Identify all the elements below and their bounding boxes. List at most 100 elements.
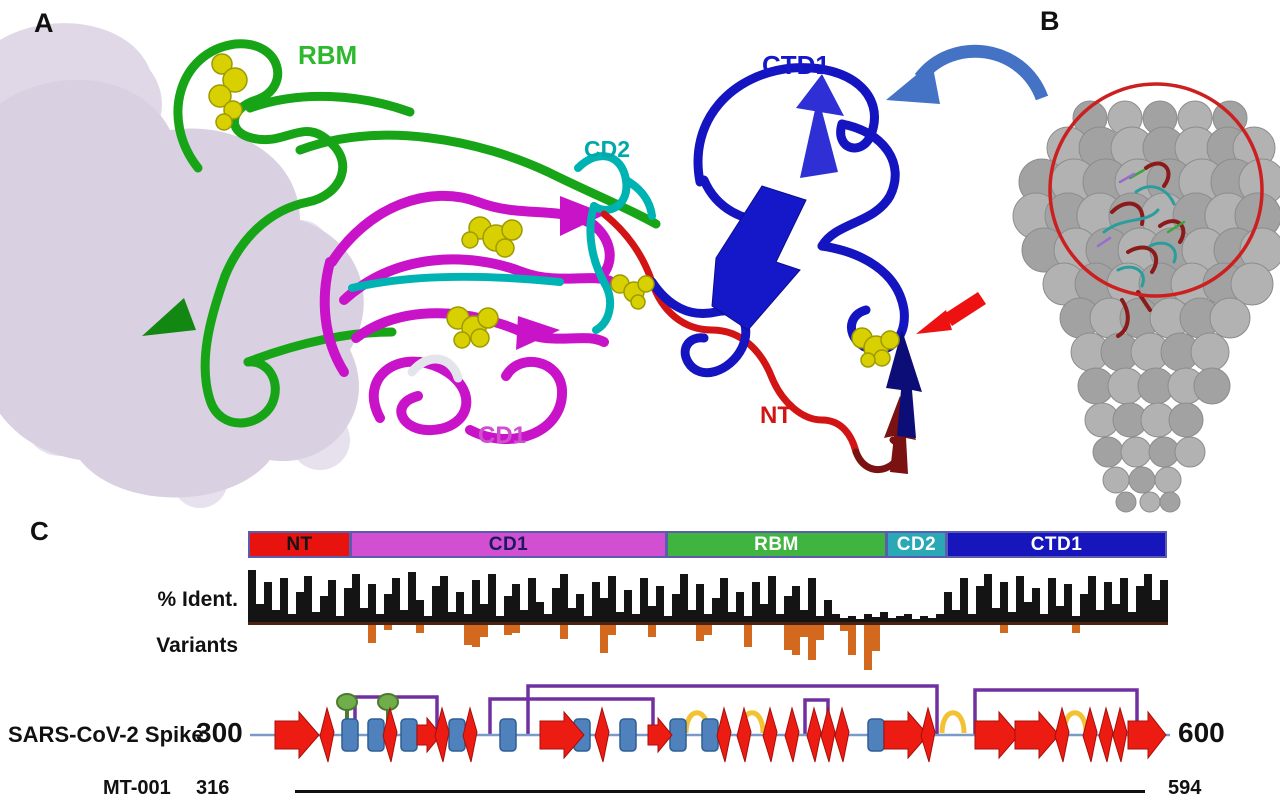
nt-label: NT xyxy=(760,402,792,429)
identity-bar xyxy=(784,596,792,622)
identity-bar xyxy=(1032,588,1040,622)
beta-strand-arrow xyxy=(416,716,442,754)
variant-bar xyxy=(504,625,512,635)
trimer-surface-sphere xyxy=(1139,491,1161,513)
domain-segment-cd2: CD2 xyxy=(886,531,946,558)
identity-bar xyxy=(584,616,592,622)
identity-bar xyxy=(592,582,600,622)
beta-strand-slim xyxy=(594,706,610,763)
identity-bar xyxy=(760,604,768,622)
identity-bar xyxy=(848,616,856,622)
identity-bar xyxy=(616,612,624,622)
helix xyxy=(400,718,418,752)
identity-bar xyxy=(1016,576,1024,622)
beta-strand-arrow xyxy=(274,710,320,760)
identity-bar xyxy=(456,592,464,622)
trimer-surface-sphere xyxy=(1174,436,1206,468)
identity-bar xyxy=(800,610,808,622)
beta-strand-slim xyxy=(834,706,850,763)
beta-strand-slim xyxy=(1112,706,1128,763)
identity-bar xyxy=(536,602,544,622)
beta-strand-slim xyxy=(1082,706,1098,763)
identity-bar xyxy=(1088,576,1096,622)
identity-bar xyxy=(928,618,936,622)
spike-row-label: SARS-CoV-2 Spike xyxy=(8,722,204,747)
ctd1-label: CTD1 xyxy=(762,50,830,80)
identity-bar xyxy=(1072,616,1080,622)
variant-bar xyxy=(840,625,848,631)
identity-bar xyxy=(528,578,536,622)
trimer-surface-sphere xyxy=(1120,436,1152,468)
identity-bar xyxy=(864,614,872,622)
identity-bar xyxy=(960,578,968,622)
nt-ribbon xyxy=(600,210,860,456)
ctd1-strand xyxy=(800,96,838,178)
beta-strand-arrow xyxy=(974,710,1020,760)
beta-strand-slim xyxy=(716,706,732,763)
identity-bar xyxy=(256,604,264,622)
identity-bar xyxy=(448,612,456,622)
variant-bar xyxy=(816,625,824,640)
variant-bar xyxy=(560,625,568,639)
identity-bar xyxy=(896,616,904,622)
identity-bar xyxy=(520,610,528,622)
identity-bar xyxy=(912,619,920,622)
cd1-label: CD1 xyxy=(478,422,527,449)
trimer-surface-sphere xyxy=(1092,436,1124,468)
identity-bar xyxy=(808,578,816,622)
variant-bar xyxy=(744,625,752,647)
ctd1-strand-head xyxy=(796,74,844,116)
identity-bar xyxy=(720,578,728,622)
domain-segment-ctd1: CTD1 xyxy=(946,531,1167,558)
beta-strand-slim xyxy=(1098,706,1114,763)
beta-strand-slim xyxy=(319,706,335,763)
highlight-circle xyxy=(1048,82,1264,298)
trimer-surface-sphere xyxy=(1128,466,1156,494)
identity-bar xyxy=(504,596,512,622)
identity-bar xyxy=(1008,612,1016,622)
identity-bar xyxy=(480,604,488,622)
identity-bar xyxy=(552,588,560,622)
identity-bar xyxy=(1160,580,1168,622)
identity-bar xyxy=(1104,582,1112,622)
identity-bar xyxy=(576,594,584,622)
identity-bar xyxy=(944,592,952,622)
beta-strand-arrow xyxy=(647,716,673,754)
identity-bar xyxy=(288,614,296,622)
identity-bar xyxy=(320,596,328,622)
identity-bar xyxy=(816,616,824,622)
variant-bar xyxy=(384,625,392,630)
variant-bar xyxy=(704,625,712,635)
identity-bar xyxy=(384,594,392,622)
beta-strand-slim xyxy=(434,706,450,763)
identity-bar xyxy=(264,582,272,622)
helix xyxy=(867,718,885,752)
mt-end-residue: 594 xyxy=(1168,777,1202,799)
trimer-surface-sphere xyxy=(1159,491,1181,513)
identity-bar xyxy=(872,617,880,622)
helix xyxy=(448,718,466,752)
beta-strand-arrow xyxy=(1127,710,1167,760)
identity-bar xyxy=(512,584,520,622)
panel-b-label: B xyxy=(1040,6,1060,36)
mt-start-residue: 316 xyxy=(196,777,230,799)
variant-bar xyxy=(512,625,520,633)
panel-a-label: A xyxy=(34,8,54,38)
identity-bar xyxy=(272,610,280,622)
identity-bar xyxy=(344,588,352,622)
helix xyxy=(341,718,359,752)
identity-bar xyxy=(296,592,304,622)
identity-bar xyxy=(568,608,576,622)
beta-strand-arrow xyxy=(1014,710,1060,760)
identity-bar xyxy=(768,576,776,622)
identity-bar xyxy=(464,614,472,622)
helix xyxy=(619,718,637,752)
variant-bar xyxy=(600,625,608,653)
identity-bar xyxy=(688,610,696,622)
identity-bar xyxy=(664,616,672,622)
identity-bar xyxy=(952,610,960,622)
turn-arc xyxy=(939,710,967,734)
beta-strand-slim xyxy=(806,706,822,763)
identity-bar xyxy=(856,619,864,622)
